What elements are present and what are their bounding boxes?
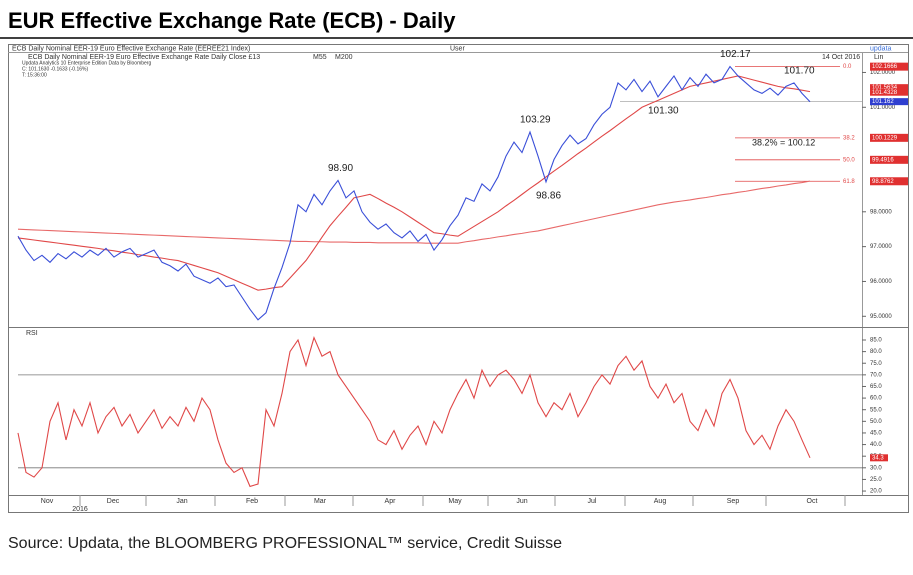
- y-tick-label: 20.0: [870, 489, 882, 495]
- series-line: [17, 75, 811, 291]
- annotation: 103.29: [520, 115, 551, 126]
- x-tick-label: Nov: [41, 498, 54, 505]
- flag-label: 98.8762: [872, 179, 894, 185]
- x-tick-label: Jun: [516, 498, 527, 505]
- x-tick-label: Feb: [246, 498, 258, 505]
- y-tick-label: 40.0: [870, 442, 882, 448]
- x-tick-label: Jul: [588, 498, 597, 505]
- header-text: T: 15:36:00: [22, 72, 47, 78]
- series-line: [17, 180, 811, 244]
- y-tick-label: 101.0000: [870, 105, 896, 111]
- header-text: C: 101.1630 -0.1633 (-0.16%): [22, 66, 88, 72]
- header-text: User: [450, 45, 465, 52]
- fib-label: 0.0: [843, 64, 852, 70]
- y-tick-label: 80.0: [870, 349, 882, 355]
- flag-label: 101.162: [872, 99, 894, 105]
- flag-label: 101.4328: [872, 90, 898, 96]
- rsi-flag: [870, 454, 888, 462]
- header-text: Updata Analytics 10 Enterprise Edition D…: [22, 60, 151, 66]
- y-tick-label: 55.0: [870, 407, 882, 413]
- annotation: 101.70: [784, 66, 815, 77]
- y-tick-label: 95.0000: [870, 314, 892, 320]
- flag-label: 100.1229: [872, 135, 898, 141]
- series-line: [17, 65, 811, 321]
- y-tick-label: 70.0: [870, 372, 882, 378]
- price-flag: [870, 177, 908, 186]
- price-flag: [870, 155, 908, 164]
- y-tick-label: 85.0: [870, 338, 882, 344]
- flag-label: 101.5634: [872, 85, 898, 91]
- y-tick-label: 75.0: [870, 361, 882, 367]
- y-tick-label: 45.0: [870, 431, 882, 437]
- x-tick-label: Dec: [107, 498, 120, 505]
- source: Source: Updata, the BLOOMBERG PROFESSION…: [8, 535, 562, 552]
- y-tick-label: 96.0000: [870, 279, 892, 285]
- price-flag: [870, 62, 908, 71]
- y-tick-label: 60.0: [870, 396, 882, 402]
- y-tick-label: 97.0000: [870, 244, 892, 250]
- annotation: 101.30: [648, 105, 679, 116]
- header-text: ECB Daily Nominal EER-19 Euro Effective …: [28, 54, 260, 61]
- fib-label: 61.8: [843, 179, 855, 185]
- year-label: 2016: [72, 506, 88, 513]
- price-flag: [870, 84, 908, 92]
- x-tick-label: Sep: [727, 498, 740, 505]
- x-tick-label: Aug: [654, 498, 667, 505]
- legend-label: M55: [313, 54, 327, 61]
- panel-title: RSI: [26, 330, 38, 337]
- header-text: Lin: [874, 54, 883, 61]
- y-tick-label: 25.0: [870, 477, 882, 483]
- y-tick-label: 50.0: [870, 419, 882, 425]
- title: EUR Effective Exchange Rate (ECB) - Dail…: [8, 8, 456, 33]
- header-text: 14 Oct 2016: [822, 54, 860, 61]
- fib-note: 38.2% = 100.12: [752, 137, 815, 147]
- flag-label: 99.4916: [872, 157, 894, 163]
- x-tick-label: Oct: [807, 498, 818, 505]
- x-tick-label: Mar: [314, 498, 327, 505]
- y-tick-label: 102.0000: [870, 70, 896, 76]
- flag-label: 102.1666: [872, 64, 898, 70]
- price-flag: [870, 88, 908, 96]
- series-line: [17, 336, 811, 488]
- annotation: 98.86: [536, 190, 561, 201]
- y-tick-label: 65.0: [870, 384, 882, 390]
- fib-label: 38.2: [843, 135, 855, 141]
- annotation: 102.17: [720, 49, 751, 60]
- y-tick-label: 30.0: [870, 465, 882, 471]
- chart-frame: [8, 44, 909, 513]
- brand: updata: [870, 45, 892, 52]
- price-flag: [870, 133, 908, 142]
- x-tick-label: Jan: [176, 498, 187, 505]
- legend-label: M200: [335, 54, 353, 61]
- fib-label: 50.0: [843, 157, 855, 163]
- y-tick-label: 98.0000: [870, 209, 892, 215]
- flag-label: 34.3: [872, 455, 884, 461]
- x-tick-label: Apr: [385, 498, 397, 505]
- price-flag: [870, 98, 908, 106]
- header-text: ECB Daily Nominal EER-19 Euro Effective …: [12, 45, 250, 52]
- annotation: 98.90: [328, 163, 353, 174]
- x-tick-label: May: [448, 498, 462, 505]
